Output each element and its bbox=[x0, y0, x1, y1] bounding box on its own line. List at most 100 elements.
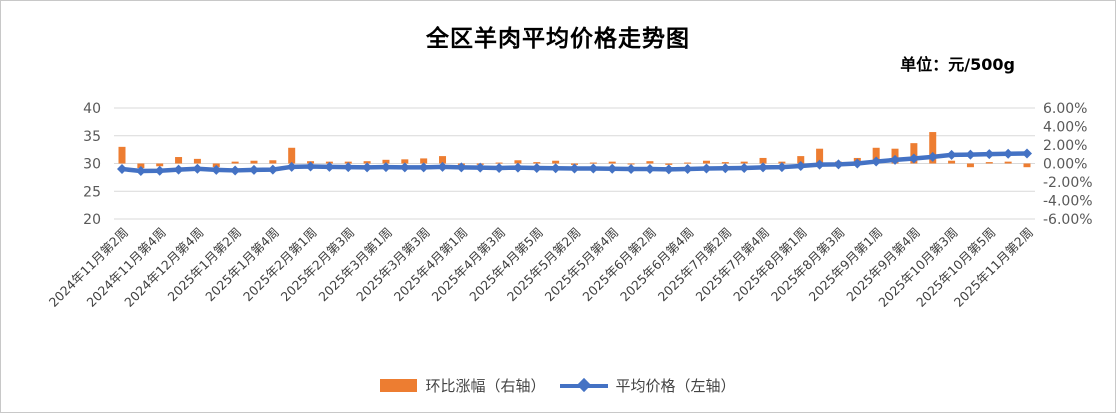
bar-week-over-week-change bbox=[985, 162, 993, 164]
bar-week-over-week-change bbox=[910, 143, 918, 164]
bar-week-over-week-change bbox=[231, 161, 239, 164]
price-marker-diamond bbox=[512, 162, 523, 173]
bar-week-over-week-change bbox=[872, 147, 880, 164]
bar-week-over-week-change bbox=[420, 158, 428, 164]
bar-week-over-week-change bbox=[816, 148, 824, 164]
bar-week-over-week-change bbox=[1023, 163, 1031, 168]
price-marker-diamond bbox=[135, 165, 146, 176]
y-axis-label-right: 6.00% bbox=[1043, 101, 1087, 117]
y-axis-label-left: 40 bbox=[83, 101, 101, 117]
price-marker-diamond bbox=[927, 151, 938, 162]
price-marker-diamond bbox=[795, 160, 806, 171]
bar-week-over-week-change bbox=[966, 163, 974, 168]
price-marker-diamond bbox=[739, 162, 750, 173]
price-marker-diamond bbox=[682, 164, 693, 175]
bar-week-over-week-change bbox=[759, 157, 767, 164]
bar-week-over-week-change bbox=[721, 162, 729, 164]
price-marker-diamond bbox=[192, 163, 203, 174]
price-marker-diamond bbox=[946, 149, 957, 160]
bar-series-swatch-icon bbox=[380, 379, 418, 392]
price-marker-diamond bbox=[833, 159, 844, 170]
price-marker-diamond bbox=[154, 165, 165, 176]
bar-week-over-week-change bbox=[665, 163, 673, 165]
y-axis-label-left: 20 bbox=[83, 212, 101, 228]
price-marker-diamond bbox=[776, 162, 787, 173]
bar-week-over-week-change bbox=[552, 160, 560, 164]
price-marker-diamond bbox=[362, 162, 373, 173]
bar-week-over-week-change bbox=[363, 161, 371, 164]
price-marker-diamond bbox=[475, 162, 486, 173]
bar-week-over-week-change bbox=[401, 159, 409, 164]
bar-week-over-week-change bbox=[627, 163, 635, 165]
price-marker-diamond bbox=[758, 162, 769, 173]
price-marker-diamond bbox=[1003, 148, 1014, 159]
price-marker-diamond bbox=[663, 164, 674, 175]
price-marker-diamond bbox=[644, 164, 655, 175]
price-marker-diamond bbox=[267, 164, 278, 175]
price-marker-diamond bbox=[965, 149, 976, 160]
price-marker-diamond bbox=[607, 163, 618, 174]
price-marker-diamond bbox=[852, 158, 863, 169]
bar-week-over-week-change bbox=[156, 163, 164, 167]
y-axis-label-right: 0.00% bbox=[1043, 157, 1087, 173]
bar-week-over-week-change bbox=[118, 146, 126, 164]
price-marker-diamond bbox=[248, 164, 259, 175]
price-marker-diamond bbox=[324, 161, 335, 172]
bar-week-over-week-change bbox=[929, 132, 937, 164]
y-axis-label-left: 25 bbox=[83, 184, 101, 200]
chart-title: 全区羊肉平均价格走势图 bbox=[426, 26, 690, 52]
y-axis-label-right: -2.00% bbox=[1043, 175, 1093, 191]
bar-week-over-week-change bbox=[514, 160, 522, 164]
price-marker-diamond bbox=[814, 159, 825, 170]
price-marker-diamond bbox=[211, 164, 222, 175]
bar-week-over-week-change bbox=[608, 161, 616, 164]
plot-area: 40 35 30 25 20 6.00% 4.00% 2.00% 0.00% -2.00% -4.0… bbox=[46, 101, 1093, 310]
price-marker-diamond bbox=[286, 161, 297, 172]
bar-week-over-week-change bbox=[646, 161, 654, 164]
bar-week-over-week-change bbox=[1004, 161, 1012, 164]
price-marker-diamond bbox=[588, 163, 599, 174]
y-axis-label-left: 35 bbox=[83, 129, 101, 145]
price-marker-diamond bbox=[494, 162, 505, 173]
legend-label-bar-series: 环比涨幅（右轴） bbox=[425, 377, 546, 395]
price-marker-diamond bbox=[380, 162, 391, 173]
line-series-swatch-icon bbox=[559, 377, 608, 393]
bar-week-over-week-change bbox=[250, 160, 258, 164]
price-marker-diamond bbox=[550, 163, 561, 174]
bar-week-over-week-change bbox=[702, 160, 710, 164]
y-axis-label-left: 30 bbox=[83, 157, 101, 173]
price-marker-diamond bbox=[437, 161, 448, 172]
bar-week-over-week-change bbox=[193, 158, 201, 164]
y-axis-label-right: -6.00% bbox=[1043, 212, 1093, 228]
bar-week-over-week-change bbox=[684, 162, 692, 164]
price-marker-diamond bbox=[701, 163, 712, 174]
price-marker-diamond bbox=[230, 165, 241, 176]
bar-week-over-week-change bbox=[137, 163, 145, 169]
bar-week-over-week-change bbox=[439, 156, 447, 164]
y-axis-label-right: 4.00% bbox=[1043, 120, 1087, 136]
y-axis-label-right: -4.00% bbox=[1043, 194, 1093, 210]
price-marker-diamond bbox=[343, 162, 354, 173]
price-marker-diamond bbox=[117, 164, 127, 175]
bar-week-over-week-change bbox=[288, 147, 296, 164]
legend-item-line-series: 平均价格（左轴） bbox=[559, 375, 736, 396]
price-marker-diamond bbox=[305, 161, 316, 172]
price-marker-diamond bbox=[984, 149, 995, 160]
price-marker-diamond bbox=[720, 163, 731, 174]
bar-week-over-week-change bbox=[589, 162, 597, 164]
price-marker-diamond bbox=[399, 162, 410, 173]
price-marker-diamond bbox=[626, 164, 637, 175]
bar-week-over-week-change bbox=[948, 160, 956, 164]
price-marker-diamond bbox=[456, 162, 467, 173]
price-marker-diamond bbox=[908, 153, 919, 164]
price-marker-diamond bbox=[890, 154, 901, 165]
price-marker-diamond bbox=[531, 162, 542, 173]
legend-item-bar-series: 环比涨幅（右轴） bbox=[380, 375, 546, 396]
bar-week-over-week-change bbox=[533, 162, 541, 164]
unit-label: 单位：元/500g bbox=[900, 55, 1015, 74]
bar-week-over-week-change bbox=[797, 156, 805, 164]
price-marker-diamond bbox=[173, 164, 184, 175]
price-marker-diamond bbox=[871, 156, 882, 167]
price-marker-diamond bbox=[418, 162, 429, 173]
